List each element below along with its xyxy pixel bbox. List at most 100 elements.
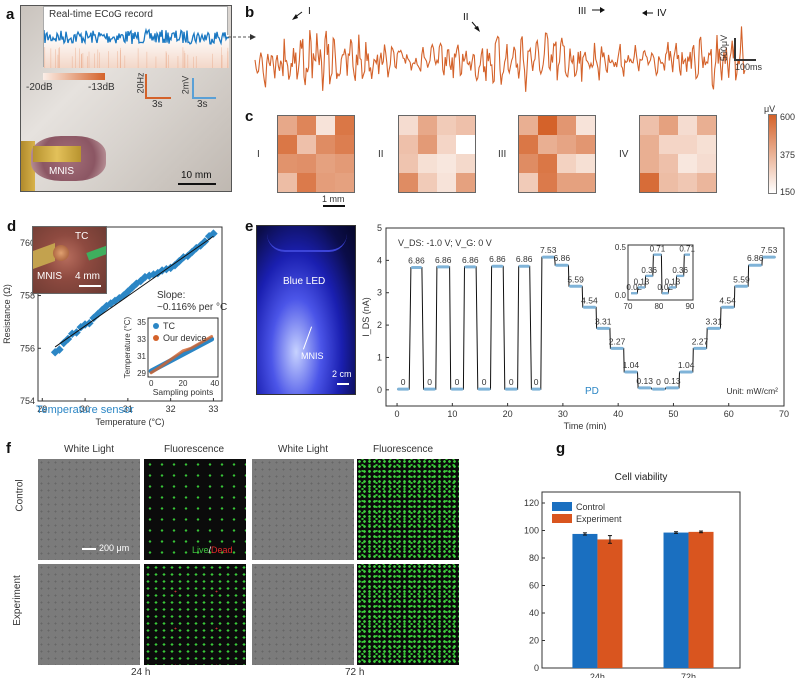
bar-experiment-24h	[597, 539, 623, 668]
heatmap-cell	[519, 116, 538, 135]
inset-x-tick-label: 70	[624, 302, 633, 311]
heatmap-cell	[418, 135, 437, 154]
heatmap-cell	[576, 154, 595, 173]
freq-scale-vertical	[145, 74, 147, 98]
step-marker	[610, 346, 624, 350]
step-label: 0	[656, 377, 661, 387]
x-tick-label: 30	[558, 409, 568, 419]
step-label: 4.54	[719, 295, 736, 305]
heatmap-cell	[316, 116, 335, 135]
step-label: 6.86	[408, 255, 425, 265]
heatmap-cell	[659, 135, 678, 154]
x-tick-label: 60	[724, 409, 734, 419]
inset-step-label: 0.13	[634, 277, 650, 286]
heatmap-cell	[697, 173, 716, 192]
mnis-device	[33, 146, 81, 162]
step-marker	[491, 264, 504, 268]
step-marker	[568, 284, 583, 288]
step-label: 1.04	[623, 360, 640, 370]
step-label: 3.31	[595, 316, 612, 326]
inset-y-axis-label: Temperature (°C)	[123, 316, 132, 378]
slope-label: Slope:	[157, 290, 186, 301]
inset-series-1	[149, 335, 214, 375]
dead-label: Dead	[211, 545, 233, 555]
step-marker	[638, 386, 652, 390]
step-label: 3.31	[706, 316, 723, 326]
inset-x-tick-label: 80	[654, 302, 663, 311]
step-marker	[596, 326, 610, 330]
legend-swatch-control	[552, 502, 572, 511]
heatmap-cell	[576, 116, 595, 135]
heatmap-cell	[659, 116, 678, 135]
micrograph-control-fl-72h	[357, 459, 459, 560]
ecog-title: Real-time ECoG record	[49, 9, 153, 20]
gold-lead	[33, 242, 55, 270]
step-marker	[518, 264, 530, 268]
heatmap-cell	[538, 154, 557, 173]
inset-step-marker	[637, 286, 646, 289]
step-marker	[624, 370, 638, 374]
step-label: 7.53	[540, 245, 557, 255]
step-marker	[531, 387, 541, 391]
bar-control-72h	[663, 532, 689, 668]
x-tick-label: 24h	[590, 672, 605, 678]
inset-step-marker	[676, 274, 684, 278]
heatmap-cell	[640, 135, 659, 154]
step-marker	[762, 255, 776, 259]
inset-legend-marker	[153, 323, 159, 329]
step-label: 6.86	[747, 253, 764, 263]
inset-step-marker	[645, 274, 653, 278]
heatmap-label-IV: IV	[619, 149, 629, 160]
marker-IV: IV	[642, 8, 667, 19]
d-scale-label: 4 mm	[75, 271, 100, 282]
pd-label: PD	[585, 386, 599, 397]
e-scale-label: 2 cm	[332, 369, 352, 379]
heatmap-cell	[678, 154, 697, 173]
heatmap-cell	[640, 173, 659, 192]
micrograph-experiment-wl-72h	[252, 564, 354, 665]
step-label: 0	[401, 377, 406, 387]
scale-bar	[178, 183, 216, 185]
y-tick-label: 758	[20, 291, 35, 301]
step-label: 0.13	[636, 376, 653, 386]
heatmap-cell	[418, 116, 437, 135]
inset-step-marker	[653, 253, 662, 256]
step-marker	[679, 370, 693, 374]
panel-label-f: f	[6, 440, 11, 457]
inset-y-tick-label: 29	[137, 369, 146, 378]
step-marker	[397, 387, 410, 391]
step-marker	[720, 305, 735, 309]
col-header-wl-24: White Light	[64, 444, 115, 455]
heatmap-cell	[437, 135, 456, 154]
uv-tick-375: 375	[780, 150, 796, 160]
step-marker	[748, 263, 762, 267]
y-tick-label: 760	[20, 238, 35, 248]
step-label: 0	[509, 377, 514, 387]
db-max-label: -13dB	[88, 82, 115, 93]
c-scale-bar	[323, 205, 345, 207]
inset-legend-marker	[153, 335, 159, 341]
scale-bar-label: 10 mm	[181, 170, 212, 181]
blue-led-label: Blue LED	[283, 276, 326, 287]
step-label: 6.86	[554, 253, 571, 263]
x-axis-label: Temperature (°C)	[95, 417, 164, 427]
f-scale-bar	[82, 548, 96, 550]
step-marker	[665, 386, 679, 390]
conditions-label: V_DS: -1.0 V; V_G: 0 V	[398, 238, 492, 248]
row-label-control: Control	[14, 479, 26, 512]
slope-value: ~0.116% per °C	[157, 302, 228, 313]
inset-y-tick-label: 0.5	[615, 243, 627, 252]
step-marker	[436, 265, 450, 269]
tc-label: TC	[75, 231, 89, 242]
heatmap-label-II: II	[378, 149, 384, 160]
inset-legend-label: Our device	[163, 333, 207, 343]
heatmap-cell	[557, 135, 576, 154]
step-label: 5.59	[733, 274, 750, 284]
micrograph-control-fl-24h: Live/Dead	[144, 459, 246, 560]
heatmap-cell	[399, 154, 418, 173]
y-tick-label: 120	[524, 498, 539, 508]
micrograph-experiment-fl-24h	[144, 564, 246, 665]
inset-y-tick-label: 33	[137, 335, 146, 344]
electrode-dot	[53, 245, 69, 261]
heatmap-cell	[316, 154, 335, 173]
